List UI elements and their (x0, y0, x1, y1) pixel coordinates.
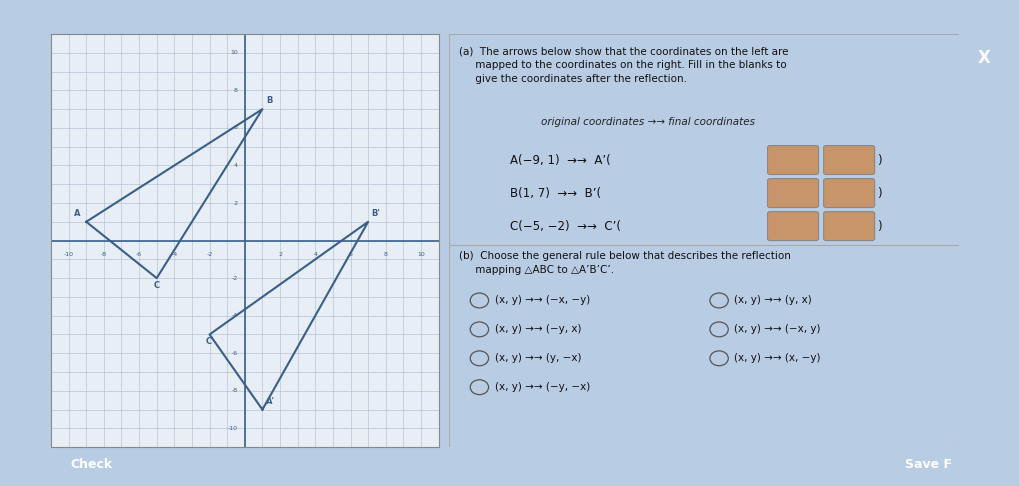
Text: 4: 4 (313, 252, 317, 257)
Text: (x, y) →→ (−y, x): (x, y) →→ (−y, x) (494, 324, 581, 334)
Text: 6: 6 (348, 252, 353, 257)
Text: original coordinates →→ final coordinates: original coordinates →→ final coordinate… (540, 117, 754, 127)
Text: 4: 4 (233, 163, 237, 168)
Text: A: A (74, 209, 81, 218)
Text: (x, y) →→ (y, x): (x, y) →→ (y, x) (734, 295, 811, 306)
Text: 2: 2 (233, 201, 237, 206)
FancyBboxPatch shape (823, 146, 874, 174)
Text: -2: -2 (206, 252, 213, 257)
Text: Check: Check (70, 458, 113, 470)
Text: Save F: Save F (904, 458, 951, 470)
FancyBboxPatch shape (767, 179, 817, 208)
FancyBboxPatch shape (823, 212, 874, 241)
Text: ): ) (876, 187, 881, 200)
Text: C': C' (206, 337, 214, 346)
Text: ): ) (876, 154, 881, 167)
Text: 10: 10 (417, 252, 425, 257)
Text: -2: -2 (231, 276, 237, 280)
Text: (x, y) →→ (−y, −x): (x, y) →→ (−y, −x) (494, 382, 589, 392)
Text: 8: 8 (383, 252, 387, 257)
FancyBboxPatch shape (823, 179, 874, 208)
Text: ): ) (876, 220, 881, 233)
Text: -10: -10 (227, 426, 237, 431)
Text: -8: -8 (231, 388, 237, 393)
Text: 8: 8 (233, 88, 237, 93)
Text: C: C (153, 280, 159, 290)
Text: B: B (266, 97, 272, 105)
Text: -6: -6 (231, 351, 237, 356)
Text: -10: -10 (63, 252, 73, 257)
FancyBboxPatch shape (767, 212, 817, 241)
Text: (x, y) →→ (y, −x): (x, y) →→ (y, −x) (494, 353, 581, 364)
Text: 2: 2 (278, 252, 282, 257)
Text: A': A' (266, 397, 275, 406)
FancyBboxPatch shape (767, 146, 817, 174)
Text: (x, y) →→ (x, −y): (x, y) →→ (x, −y) (734, 353, 820, 364)
Text: B(1, 7)  →→  B’(: B(1, 7) →→ B’( (510, 187, 600, 200)
Text: -4: -4 (171, 252, 177, 257)
Text: (a)  The arrows below show that the coordinates on the left are
     mapped to t: (a) The arrows below show that the coord… (459, 47, 788, 85)
Text: 10: 10 (229, 50, 237, 55)
Text: C(−5, −2)  →→  C’(: C(−5, −2) →→ C’( (510, 220, 621, 233)
Text: -8: -8 (101, 252, 107, 257)
Text: B': B' (371, 209, 380, 218)
Text: (x, y) →→ (−x, −y): (x, y) →→ (−x, −y) (494, 295, 589, 306)
Text: X: X (977, 49, 989, 68)
Text: -4: -4 (231, 313, 237, 318)
Text: (x, y) →→ (−x, y): (x, y) →→ (−x, y) (734, 324, 820, 334)
Text: -6: -6 (136, 252, 142, 257)
Text: 6: 6 (233, 125, 237, 130)
Text: (b)  Choose the general rule below that describes the reflection
     mapping △A: (b) Choose the general rule below that d… (459, 251, 790, 275)
Text: A(−9, 1)  →→  A’(: A(−9, 1) →→ A’( (510, 154, 610, 167)
